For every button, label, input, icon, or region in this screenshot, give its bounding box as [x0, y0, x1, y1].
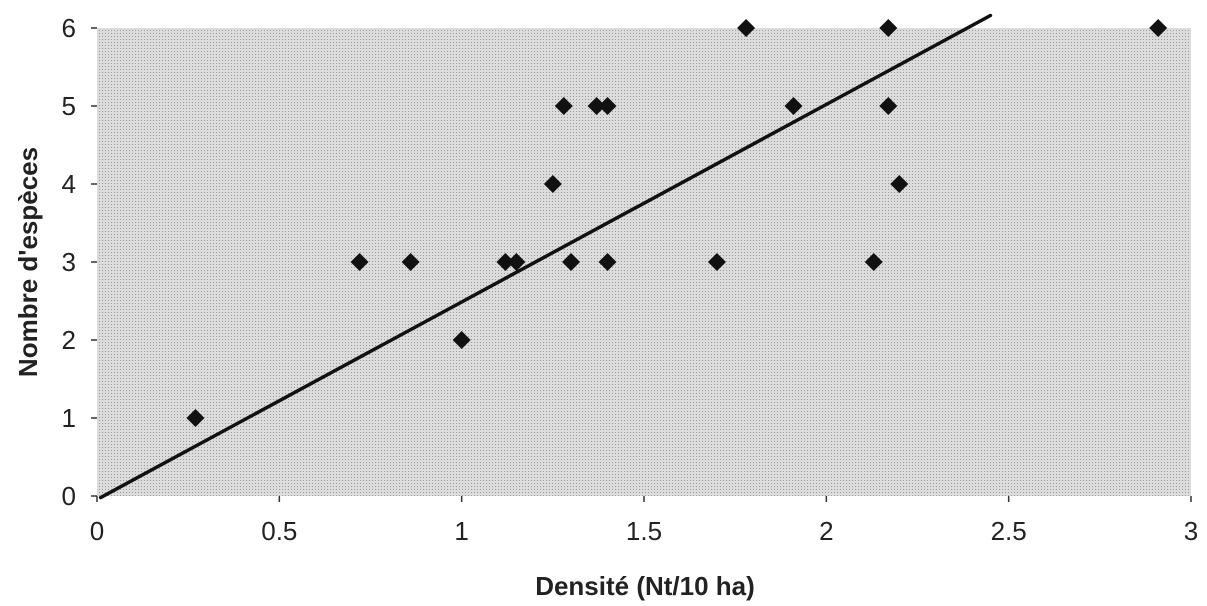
data-point	[879, 19, 898, 37]
data-point	[350, 253, 369, 271]
x-axis-tick-labels: 0 0.5 1 1.5 2 2.5 3	[90, 516, 1198, 546]
data-point	[879, 97, 898, 115]
y-tick-label: 2	[62, 325, 76, 355]
y-tick-label: 1	[62, 403, 76, 433]
x-axis-ticks	[96, 496, 1192, 502]
x-tick-label: 2.5	[991, 516, 1027, 546]
data-point	[401, 253, 420, 271]
x-tick-label: 0.5	[261, 516, 297, 546]
data-point	[587, 97, 606, 115]
data-point	[562, 253, 581, 271]
data-points	[186, 19, 1168, 427]
trendline	[98, 13, 993, 500]
x-tick-label: 0	[90, 516, 104, 546]
data-point	[543, 175, 562, 193]
data-point	[507, 253, 526, 271]
data-point	[784, 97, 803, 115]
y-axis-ticks	[91, 27, 97, 497]
y-tick-label: 3	[62, 247, 76, 277]
data-point	[598, 253, 617, 271]
x-tick-label: 1	[454, 516, 468, 546]
y-tick-label: 4	[62, 169, 76, 199]
plot-area	[97, 28, 1191, 496]
data-point	[186, 409, 205, 427]
data-point	[737, 19, 756, 37]
data-point	[598, 97, 617, 115]
y-axis-tick-labels: 0 1 2 3 4 5 6	[62, 13, 76, 511]
data-point	[890, 175, 909, 193]
x-tick-label: 3	[1184, 516, 1198, 546]
y-tick-label: 6	[62, 13, 76, 43]
y-tick-label: 5	[62, 91, 76, 121]
x-tick-label: 1.5	[626, 516, 662, 546]
data-point	[1149, 19, 1168, 37]
data-point	[554, 97, 573, 115]
data-point	[496, 253, 515, 271]
x-tick-label: 2	[819, 516, 833, 546]
y-axis-title: Nombre d'espèces	[13, 147, 43, 377]
x-axis-title: Densité (Nt/10 ha)	[535, 571, 755, 601]
data-point	[707, 253, 726, 271]
data-point	[864, 253, 883, 271]
y-tick-label: 0	[62, 481, 76, 511]
data-point	[452, 331, 471, 349]
